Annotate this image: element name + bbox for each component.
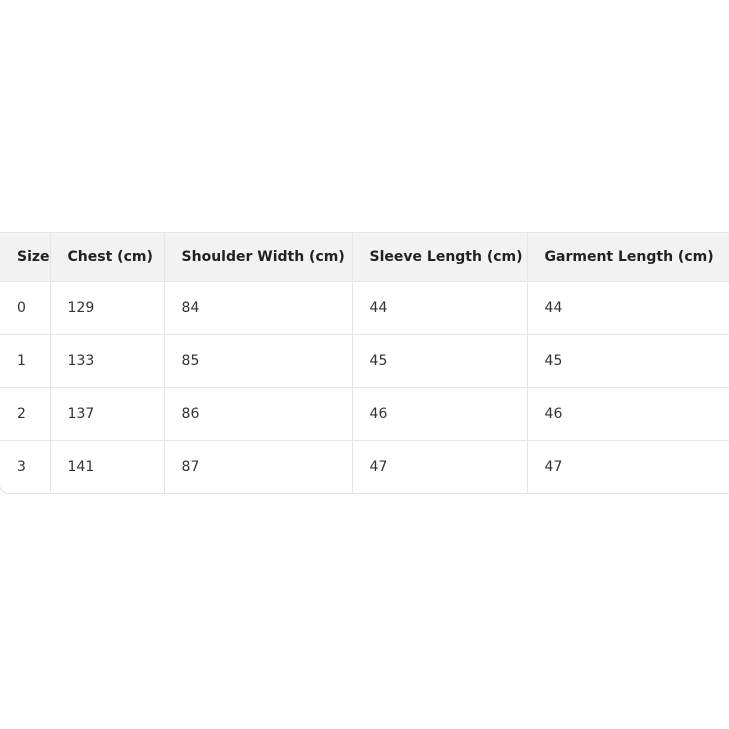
cell-sleeve-length: 45 bbox=[352, 334, 528, 388]
cell-shoulder-width: 84 bbox=[164, 281, 353, 335]
cell-chest: 133 bbox=[50, 334, 165, 388]
cell-garment-length: 44 bbox=[527, 281, 729, 335]
table-header-row: Size Chest (cm) Shoulder Width (cm) Slee… bbox=[0, 233, 729, 282]
cell-shoulder-width: 86 bbox=[164, 387, 353, 441]
cell-shoulder-width: 87 bbox=[164, 440, 353, 493]
cell-chest: 141 bbox=[50, 440, 165, 493]
header-chest: Chest (cm) bbox=[50, 233, 165, 282]
size-chart-table-container: Size Chest (cm) Shoulder Width (cm) Slee… bbox=[0, 232, 729, 494]
size-chart-table: Size Chest (cm) Shoulder Width (cm) Slee… bbox=[0, 233, 729, 493]
cell-chest: 129 bbox=[50, 281, 165, 335]
cell-garment-length: 47 bbox=[544, 459, 563, 475]
cell-garment-length: 46 bbox=[527, 387, 729, 441]
cell-sleeve-length: 47 bbox=[352, 440, 528, 493]
table-row: 0 129 84 44 44 bbox=[0, 281, 729, 335]
cell-garment-length: 45 bbox=[527, 334, 729, 388]
cell-size: 3 bbox=[0, 440, 51, 493]
cell-size: 2 bbox=[0, 387, 51, 441]
table-row: 3 141 87 47 47 bbox=[0, 440, 729, 493]
cell-sleeve-length: 46 bbox=[352, 387, 528, 441]
cell-size: 0 bbox=[0, 281, 51, 335]
table-row: 2 137 86 46 46 bbox=[0, 387, 729, 441]
header-shoulder-width: Shoulder Width (cm) bbox=[164, 233, 353, 282]
table-row: 1 133 85 45 45 bbox=[0, 334, 729, 388]
cell-sleeve-length: 44 bbox=[352, 281, 528, 335]
header-garment-length: Garment Length (cm) bbox=[527, 233, 729, 282]
cell-shoulder-width: 85 bbox=[164, 334, 353, 388]
header-size: Size bbox=[0, 233, 51, 282]
header-sleeve-length: Sleeve Length (cm) bbox=[352, 233, 528, 282]
cell-chest: 137 bbox=[50, 387, 165, 441]
cell-size: 1 bbox=[0, 334, 51, 388]
